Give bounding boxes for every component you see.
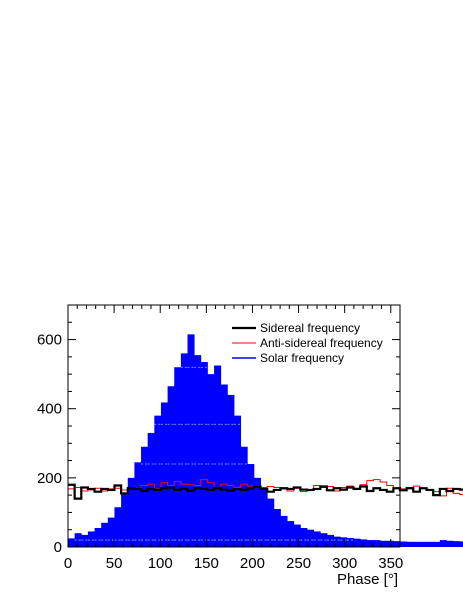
solar-bar [154, 415, 162, 547]
y-tick-label: 400 [37, 401, 62, 418]
solar-bar [160, 402, 168, 547]
x-tick-label: 50 [106, 555, 123, 572]
solar-bar [346, 538, 354, 547]
solar-bar [253, 477, 261, 547]
solar-bar [366, 540, 374, 547]
solar-bar [307, 529, 315, 547]
solar-bar [127, 477, 135, 547]
solar-bar [406, 541, 414, 547]
solar-bar [393, 541, 401, 547]
solar-bar [453, 541, 461, 547]
solar-bar [400, 541, 408, 547]
x-axis-title: Phase [°] [337, 571, 398, 588]
x-tick-label: 250 [286, 555, 311, 572]
solar-bar [194, 355, 202, 547]
x-tick-label: 200 [240, 555, 265, 572]
solar-bar [220, 384, 228, 547]
legend-label-anti-sidereal: Anti-sidereal frequency [260, 336, 383, 350]
solar-bar [94, 527, 102, 547]
solar-frequency-bars [68, 334, 463, 547]
solar-bar [121, 492, 129, 547]
solar-bar [320, 533, 328, 547]
solar-bar [234, 415, 242, 547]
solar-bar [459, 541, 463, 547]
solar-bar [68, 538, 76, 547]
axis-ticks [67, 304, 401, 548]
solar-bar [419, 541, 427, 547]
x-tick-label: 150 [194, 555, 219, 572]
solar-bar [187, 334, 195, 547]
y-tick-labels: 0 200 400 600 [37, 332, 62, 556]
solar-bar [293, 524, 301, 547]
y-tick-label: 0 [54, 539, 62, 556]
solar-bar [267, 498, 275, 547]
solar-bar [386, 540, 394, 547]
solar-bar [300, 527, 308, 547]
x-tick-label: 0 [64, 555, 72, 572]
solar-bar [174, 367, 182, 547]
solar-bar [247, 464, 255, 547]
x-tick-labels: 0 50 100 150 200 250 300 350 [64, 555, 403, 572]
solar-bar [107, 517, 115, 547]
solar-bar [214, 365, 222, 547]
solar-bar [380, 540, 388, 547]
solar-bar [134, 462, 142, 547]
solar-bar [326, 534, 334, 547]
solar-bar [340, 537, 348, 547]
y-tick-label: 600 [37, 332, 62, 349]
solar-bar [114, 507, 122, 547]
solar-bar [167, 386, 175, 547]
solar-bar [373, 540, 381, 547]
y-tick-label: 200 [37, 470, 62, 487]
x-tick-label: 100 [148, 555, 173, 572]
solar-bar [333, 536, 341, 547]
solar-bar [273, 508, 281, 547]
solar-bar [207, 374, 215, 547]
solar-bar [353, 538, 361, 547]
solar-bar [287, 521, 295, 547]
solar-bar [313, 531, 321, 547]
solar-bar [360, 539, 368, 547]
x-tick-label: 350 [378, 555, 403, 572]
solar-bar [260, 487, 268, 547]
solar-bar [413, 541, 421, 547]
solar-bar [439, 540, 447, 547]
x-tick-label: 300 [332, 555, 357, 572]
solar-bar [74, 533, 82, 547]
solar-bar [240, 446, 248, 547]
solar-bar [81, 534, 89, 547]
solar-bar [141, 446, 149, 547]
solar-bar [87, 531, 95, 547]
legend-label-sidereal: Sidereal frequency [260, 321, 360, 335]
solar-bar [227, 394, 235, 547]
solar-bar [200, 362, 208, 547]
solar-bar [180, 353, 188, 547]
solar-bar [426, 541, 434, 547]
solar-bar [446, 540, 454, 547]
solar-bar [280, 515, 288, 547]
legend-label-solar: Solar frequency [260, 351, 344, 365]
solar-bar [433, 541, 441, 547]
solar-bar [101, 522, 109, 547]
legend: Sidereal frequency Anti-sidereal frequen… [232, 321, 383, 365]
